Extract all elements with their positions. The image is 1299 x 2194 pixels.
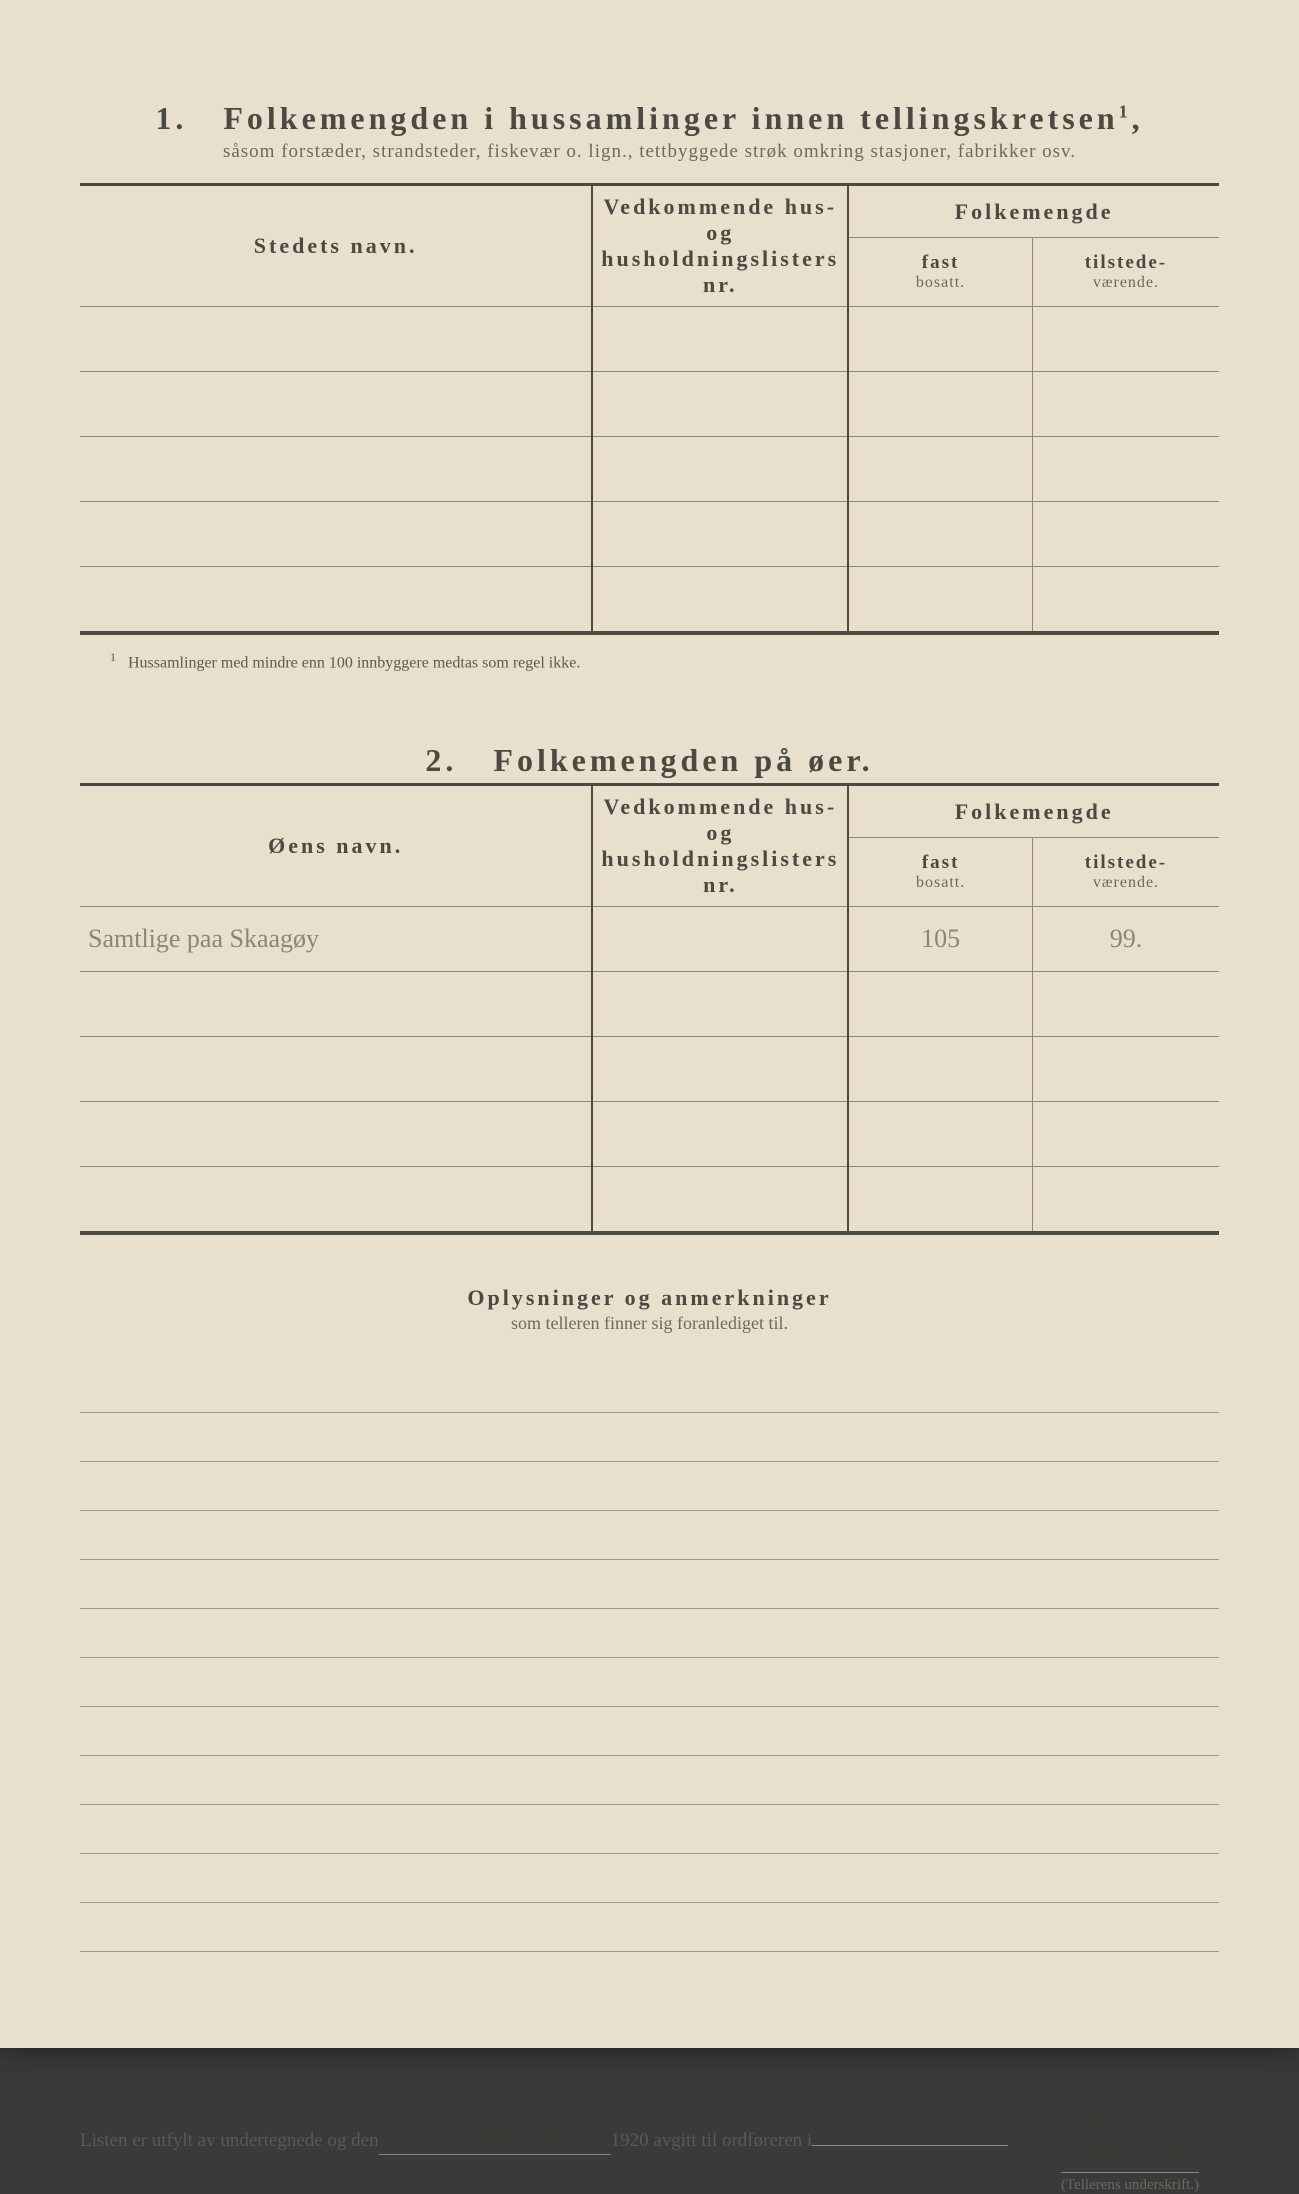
remarks-subtitle: som telleren finner sig foranlediget til…	[80, 1313, 1219, 1334]
table-row	[80, 1037, 1219, 1102]
table-row	[80, 567, 1219, 634]
col-header-name: Stedets navn.	[80, 185, 592, 307]
section1-number: 1.	[155, 100, 187, 136]
section1-title: 1. Folkemengden i hussamlinger innen tel…	[80, 100, 1219, 137]
section2-title-text: Folkemengden på øer.	[493, 742, 873, 778]
ruled-line	[80, 1854, 1219, 1903]
table-row	[80, 307, 1219, 372]
section2-number: 2.	[425, 742, 457, 778]
sig-prefix: Listen er utfylt av undertegnede og den	[80, 2130, 379, 2152]
ruled-line	[80, 1609, 1219, 1658]
col-sub-tilstede: tilstede- værende.	[1032, 238, 1219, 307]
ruled-line	[80, 1462, 1219, 1511]
ruled-line	[80, 1364, 1219, 1413]
signature-line: Listen er utfylt av undertegnede og den …	[80, 2122, 1219, 2155]
ruled-line	[80, 1707, 1219, 1756]
sig-day: 3	[379, 2122, 455, 2155]
table-row	[80, 502, 1219, 567]
sig-caption: (Tellerens underskrift.)	[1061, 2172, 1199, 2194]
section1-table: Stedets navn. Vedkommende hus- og hushol…	[80, 183, 1219, 635]
col-header-nr: Vedkommende hus- og husholdningslisters …	[592, 185, 848, 307]
section2-title: 2. Folkemengden på øer.	[80, 742, 1219, 779]
ruled-line	[80, 1413, 1219, 1462]
col-header-folkemengde: Folkemengde	[848, 185, 1219, 238]
sig-month: Desember	[455, 2122, 611, 2155]
sig-year: 1920	[611, 2130, 649, 2152]
col-sub-fast2: fast bosatt.	[848, 838, 1032, 907]
section2-table: Øens navn. Vedkommende hus- og husholdni…	[80, 783, 1219, 1235]
ruled-line	[80, 1805, 1219, 1854]
section1-footnote: 1 Hussamlinger med mindre enn 100 innbyg…	[80, 650, 1219, 672]
ruled-line	[80, 1756, 1219, 1805]
section1-title-text: Folkemengden i hussamlinger innen tellin…	[223, 100, 1118, 136]
ruled-line	[80, 1658, 1219, 1707]
sig-place: Skjervøy	[1061, 2102, 1199, 2134]
fast-value-cell: 105	[848, 907, 1032, 972]
table-row: Samtlige paa Skaagøy 10599.	[80, 907, 1219, 972]
island-name-cell: Samtlige paa Skaagøy	[80, 907, 592, 972]
tilstede-value-cell: 99.	[1032, 907, 1219, 972]
signature-section: Listen er utfylt av undertegnede og den …	[80, 2122, 1219, 2155]
col-header-folkemengde2: Folkemengde	[848, 785, 1219, 838]
remarks-lines	[80, 1364, 1219, 1952]
footnote-marker: 1	[110, 650, 116, 664]
ruled-line	[80, 1560, 1219, 1609]
col-header-name2: Øens navn.	[80, 785, 592, 907]
sig-name: Jørgensen	[1061, 2134, 1199, 2166]
col-header-nr2: Vedkommende hus- og husholdningslisters …	[592, 785, 848, 907]
sig-mid: avgitt til ordføreren i	[653, 2130, 812, 2152]
ruled-line	[80, 1903, 1219, 1952]
ruled-line	[80, 1511, 1219, 1560]
col-sub-fast: fast bosatt.	[848, 238, 1032, 307]
census-form-page: 1. Folkemengden i hussamlinger innen tel…	[0, 0, 1299, 2048]
signature-block: Skjervøy Jørgensen (Tellerens underskrif…	[1061, 2102, 1199, 2194]
table-row	[80, 1102, 1219, 1167]
remarks-title: Oplysninger og anmerkninger	[80, 1285, 1219, 1311]
table-row	[80, 437, 1219, 502]
table-row	[80, 1167, 1219, 1234]
section1-subtitle: såsom forstæder, strandsteder, fiskevær …	[80, 141, 1219, 163]
section1-sup: 1	[1119, 101, 1132, 121]
table-row	[80, 372, 1219, 437]
col-sub-tilstede2: tilstede- værende.	[1032, 838, 1219, 907]
table-row	[80, 972, 1219, 1037]
